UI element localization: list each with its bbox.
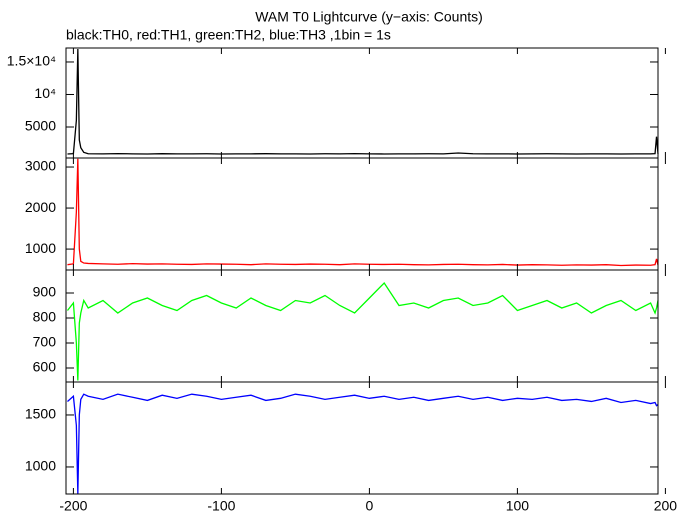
panel-frame: [65, 47, 659, 159]
y-tick-label: 700: [33, 334, 57, 350]
x-tick-label: -100: [207, 498, 235, 514]
y-tick-label: 800: [33, 309, 57, 325]
y-tick-label: 1.5×10⁴: [7, 53, 56, 69]
x-tick-label: -200: [59, 498, 87, 514]
y-tick-label: 5000: [25, 118, 56, 134]
y-tick-label: 1500: [25, 406, 56, 422]
panel-frame: [65, 269, 659, 383]
y-tick-label: 3000: [25, 158, 56, 174]
chart-title: WAM T0 Lightcurve (y−axis: Counts): [255, 9, 483, 25]
x-tick-label: 200: [654, 498, 678, 514]
chart-subtitle: black:TH0, red:TH1, green:TH2, blue:TH3 …: [66, 27, 391, 43]
data-line: [67, 393, 659, 495]
y-tick-label: 2000: [25, 199, 56, 215]
panel-frame: [65, 157, 659, 271]
y-tick-label: 10⁴: [34, 85, 56, 101]
y-tick-label: 600: [33, 359, 57, 375]
data-line: [67, 158, 659, 267]
y-tick-label: 1000: [25, 458, 56, 474]
data-line: [67, 48, 659, 155]
data-line: [66, 281, 659, 381]
x-tick-label: 100: [506, 498, 530, 514]
y-tick-label: 900: [33, 284, 57, 300]
panel-frame: [65, 381, 659, 495]
x-tick-label: 0: [366, 498, 374, 514]
y-tick-label: 1000: [25, 240, 56, 256]
